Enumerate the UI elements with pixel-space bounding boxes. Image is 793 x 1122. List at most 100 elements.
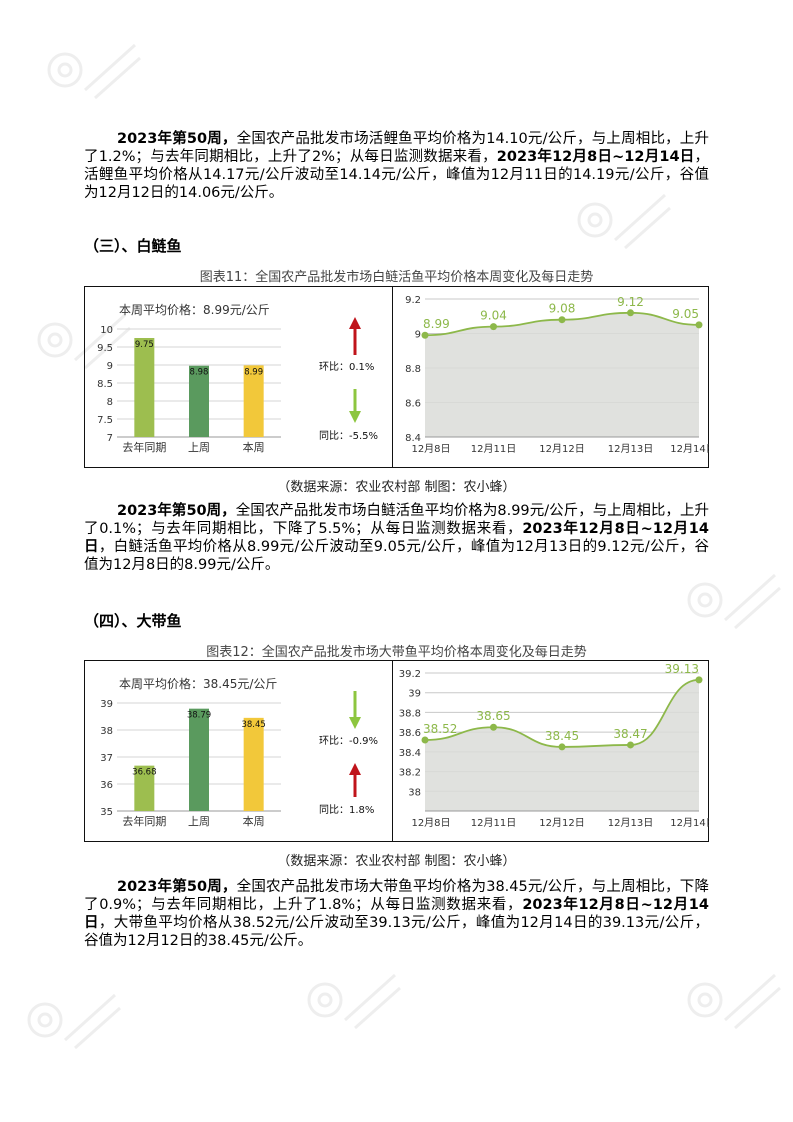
paragraph-silver-carp: 2023年第50周，全国农产品批发市场白鲢活鱼平均价格为8.99元/公斤，与上周…	[84, 502, 709, 574]
data-point	[695, 321, 703, 329]
paragraph-text: 全国农产品批发市场活鲤鱼平均价格为14.10元/公斤，与上周相比，上升了1.2%…	[84, 131, 709, 165]
y-tick-label: 35	[100, 807, 113, 818]
data-label: 38.65	[476, 709, 510, 723]
y-tick-label: 38	[408, 787, 421, 798]
y-tick-label: 39	[408, 689, 421, 700]
data-point	[695, 676, 703, 684]
paragraph-text: 全国农产品批发市场大带鱼平均价格为38.45元/公斤，与上周相比，下降了0.9%…	[84, 879, 709, 913]
data-label: 39.13	[665, 662, 699, 676]
bar	[243, 717, 264, 811]
x-tick-label: 去年同期	[122, 440, 166, 454]
paragraph-text: 全国农产品批发市场白鲢活鱼平均价格为8.99元/公斤，与上周相比，上升了0.1%…	[84, 503, 709, 537]
date-range: 2023年12月8日~12月14日	[84, 521, 709, 555]
data-label: 38.45	[545, 729, 579, 743]
y-tick-label: 9	[107, 361, 113, 372]
section-title: （三）、白鲢鱼	[84, 237, 182, 255]
figure-caption: 图表11：全国农产品批发市场白鲢活鱼平均价格本周变化及每日走势	[199, 270, 594, 285]
x-tick-label: 12月13日	[608, 443, 653, 455]
mom-label: 环比：0.1%	[319, 361, 374, 373]
line-chart-silver-carp: 8.4 8.6 8.8 9 9.28.99 12月8日 9.04 12月11日 9.08 12月1…	[405, 295, 709, 455]
y-tick-label: 38	[100, 726, 113, 737]
data-point	[558, 743, 566, 751]
y-tick-label: 7	[107, 433, 113, 444]
week-lead: 2023年第50周，	[117, 131, 237, 147]
figure-11: 本周平均价格：8.99元/公斤 7 7.5 8 8.5 9 9.5 10 9.75 去年同期 8.9…	[84, 286, 709, 468]
watermark-logo	[27, 993, 121, 1050]
data-point	[421, 736, 429, 744]
data-point	[627, 741, 634, 749]
y-tick-label: 9.2	[405, 295, 421, 306]
figure-source: （数据来源：农业农村部 制图：农小蜂）	[277, 480, 516, 495]
week-lead: 2023年第50周，	[117, 879, 237, 895]
arrow-up-icon	[349, 317, 361, 355]
data-label: 8.99	[244, 367, 263, 377]
x-tick-label: 12月13日	[608, 817, 653, 829]
x-tick-label: 上周	[188, 815, 210, 828]
x-tick-label: 本周	[243, 440, 265, 454]
data-point	[421, 331, 429, 339]
y-tick-label: 36	[100, 780, 113, 791]
y-tick-label: 8.4	[405, 433, 421, 444]
bar	[243, 365, 264, 437]
chart-title: 本周平均价格：38.45元/公斤	[119, 676, 277, 691]
data-label: 38.79	[187, 711, 211, 721]
area-fill	[425, 679, 699, 811]
bar	[134, 338, 155, 437]
data-label: 9.75	[135, 340, 154, 350]
y-tick-label: 38.2	[399, 768, 421, 779]
y-tick-label: 8.8	[405, 364, 421, 375]
y-tick-label: 10	[100, 325, 113, 336]
bar	[189, 708, 209, 811]
data-label: 8.98	[190, 368, 209, 378]
paragraph-text: ，白鲢活鱼平均价格从8.99元/公斤波动至9.05元/公斤，峰值为12月13日的…	[84, 539, 709, 573]
y-tick-label: 38.4	[399, 748, 421, 759]
paragraph-hairtail: 2023年第50周，全国农产品批发市场大带鱼平均价格为38.45元/公斤，与上周…	[84, 878, 709, 950]
chart-divider	[392, 287, 393, 467]
data-point	[558, 316, 566, 324]
chart-divider	[392, 661, 393, 841]
y-tick-label: 9	[415, 330, 421, 341]
y-tick-label: 39.2	[399, 669, 421, 680]
week-lead: 2023年第50周，	[117, 503, 236, 519]
figure-source: （数据来源：农业农村部 制图：农小蜂）	[277, 854, 516, 869]
data-label: 9.12	[617, 295, 644, 309]
x-tick-label: 12月8日	[411, 443, 450, 455]
yoy-label: 同比：1.8%	[319, 804, 374, 816]
mom-label: 环比：-0.9%	[319, 735, 378, 747]
arrow-down-icon	[349, 691, 361, 729]
date-range: 2023年12月8日~12月14日	[496, 149, 695, 165]
y-tick-label: 9.5	[97, 343, 113, 354]
figure-caption: 图表12：全国农产品批发市场大带鱼平均价格本周变化及每日走势	[206, 645, 587, 660]
x-tick-label: 12月12日	[539, 443, 584, 455]
data-label: 38.52	[423, 722, 457, 736]
watermark-logo	[47, 43, 141, 100]
paragraph-text: ，大带鱼平均价格从38.52元/公斤波动至39.13元/公斤，峰值为12月14日…	[84, 915, 710, 949]
chart-title: 本周平均价格：8.99元/公斤	[119, 302, 270, 317]
watermark-logo	[307, 973, 401, 1030]
x-tick-label: 本周	[243, 814, 265, 828]
bar-chart-hairtail: 本周平均价格：38.45元/公斤 35 36 37 38 39 36.68 去年同期 38.79…	[100, 676, 378, 828]
watermark-logo	[687, 973, 781, 1030]
yoy-label: 同比：-5.5%	[319, 430, 378, 442]
figure-12: 本周平均价格：38.45元/公斤 35 36 37 38 39 36.68 去年同期 38.79…	[84, 660, 709, 842]
data-label: 9.05	[672, 307, 699, 321]
data-label: 38.47	[613, 727, 647, 741]
data-label: 9.04	[480, 309, 507, 323]
data-label: 36.68	[132, 768, 156, 778]
y-tick-label: 39	[100, 699, 113, 710]
y-tick-label: 37	[100, 753, 113, 764]
paragraph-carp: 2023年第50周，全国农产品批发市场活鲤鱼平均价格为14.10元/公斤，与上周…	[84, 130, 709, 202]
x-tick-label: 去年同期	[122, 814, 166, 828]
arrow-down-icon	[349, 389, 361, 423]
y-tick-label: 8.6	[405, 399, 421, 410]
x-tick-label: 12月14日	[670, 817, 709, 829]
x-tick-label: 12月14日	[670, 443, 709, 455]
x-tick-label: 12月8日	[411, 817, 450, 829]
data-point	[627, 309, 634, 317]
bar-chart-silver-carp: 本周平均价格：8.99元/公斤 7 7.5 8 8.5 9 9.5 10 9.75 去年同期 8.9…	[97, 302, 378, 454]
line-chart-hairtail: 38 38.2 38.4 38.6 38.8 39 39.2 38.52 12月8日 38.65 1…	[399, 662, 709, 829]
area-fill	[425, 312, 699, 437]
data-label: 9.08	[549, 302, 576, 316]
x-tick-label: 上周	[188, 441, 210, 454]
paragraph-text: ，活鲤鱼平均价格从14.17元/公斤波动至14.14元/公斤，峰值为12月11日…	[84, 149, 709, 201]
